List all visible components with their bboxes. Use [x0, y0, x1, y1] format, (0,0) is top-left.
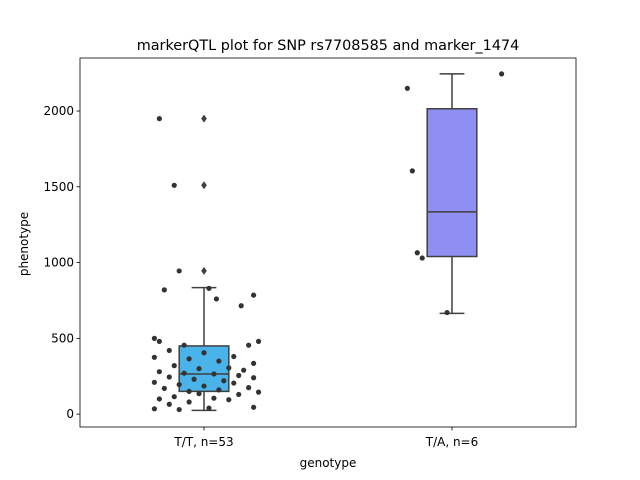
- data-point: [176, 381, 182, 388]
- data-point: [409, 168, 415, 174]
- data-point: [161, 385, 167, 391]
- y-tick-label: 1000: [43, 256, 74, 270]
- data-point: [161, 287, 167, 293]
- data-point: [246, 384, 252, 391]
- data-point: [231, 353, 237, 360]
- data-point: [156, 116, 162, 122]
- data-point: [186, 399, 192, 405]
- data-point: [151, 406, 157, 412]
- data-point: [201, 350, 207, 356]
- data-point: [216, 387, 222, 393]
- data-point: [238, 303, 244, 309]
- data-point: [201, 383, 207, 389]
- data-point: [236, 391, 242, 398]
- data-point: [226, 397, 232, 403]
- data-point: [151, 354, 157, 360]
- data-point: [166, 374, 172, 380]
- data-point: [171, 394, 177, 400]
- data-point: [251, 292, 257, 298]
- data-point: [156, 369, 162, 375]
- data-point: [151, 379, 157, 385]
- iqr-box: [426, 108, 478, 258]
- data-point: [255, 389, 262, 395]
- x-tick-label: T/T, n=53: [173, 435, 233, 449]
- data-point: [236, 372, 242, 379]
- chart-title: markerQTL plot for SNP rs7708585 and mar…: [137, 38, 520, 54]
- data-point: [255, 338, 262, 344]
- data-point: [181, 370, 187, 376]
- strip-points-2: [404, 71, 505, 316]
- data-point: [499, 71, 505, 77]
- y-tick-label: 1500: [43, 180, 74, 194]
- box-group-1: [178, 114, 230, 412]
- data-point: [206, 285, 212, 291]
- y-axis-label: phenotype: [17, 212, 31, 276]
- data-point: [216, 358, 222, 364]
- y-tick-label: 2000: [43, 104, 74, 118]
- plot-frame: [79, 57, 577, 428]
- data-point: [186, 356, 192, 362]
- data-point: [206, 405, 212, 411]
- y-axis: 0 500 1000 1500 2000: [43, 104, 80, 421]
- data-point: [181, 342, 187, 348]
- data-point: [251, 375, 257, 381]
- data-point: [246, 342, 252, 348]
- plot-area: [79, 57, 577, 428]
- data-point: [166, 347, 172, 354]
- data-point: [151, 335, 157, 341]
- y-tick-label: 0: [66, 407, 74, 421]
- data-point: [171, 182, 177, 188]
- data-point: [404, 85, 410, 91]
- x-axis-label: genotype: [300, 456, 357, 470]
- data-point: [414, 250, 420, 256]
- data-point: [171, 363, 177, 369]
- data-point: [213, 296, 219, 302]
- y-tick-label: 500: [51, 331, 74, 345]
- outlier-marker: [201, 114, 207, 123]
- box-group-2: [426, 73, 478, 315]
- data-point: [156, 338, 162, 344]
- strip-points-1: [151, 116, 262, 413]
- outlier-marker: [201, 266, 207, 275]
- data-point: [211, 395, 217, 401]
- x-axis: T/T, n=53 T/A, n=6: [173, 427, 478, 449]
- outlier-marker: [201, 181, 207, 190]
- data-point: [196, 366, 202, 372]
- data-point: [211, 371, 217, 377]
- data-point: [191, 376, 197, 382]
- data-point: [156, 396, 162, 402]
- data-point: [176, 268, 182, 274]
- data-point: [196, 391, 202, 397]
- data-point: [241, 367, 247, 373]
- data-point: [251, 360, 257, 366]
- data-point: [419, 255, 425, 261]
- data-point: [186, 388, 192, 394]
- data-point: [226, 365, 232, 371]
- data-point: [444, 309, 450, 316]
- data-point: [251, 404, 257, 410]
- x-tick-label: T/A, n=6: [425, 435, 479, 449]
- data-point: [231, 380, 237, 386]
- data-point: [176, 406, 182, 413]
- data-point: [166, 401, 172, 407]
- data-point: [221, 378, 227, 384]
